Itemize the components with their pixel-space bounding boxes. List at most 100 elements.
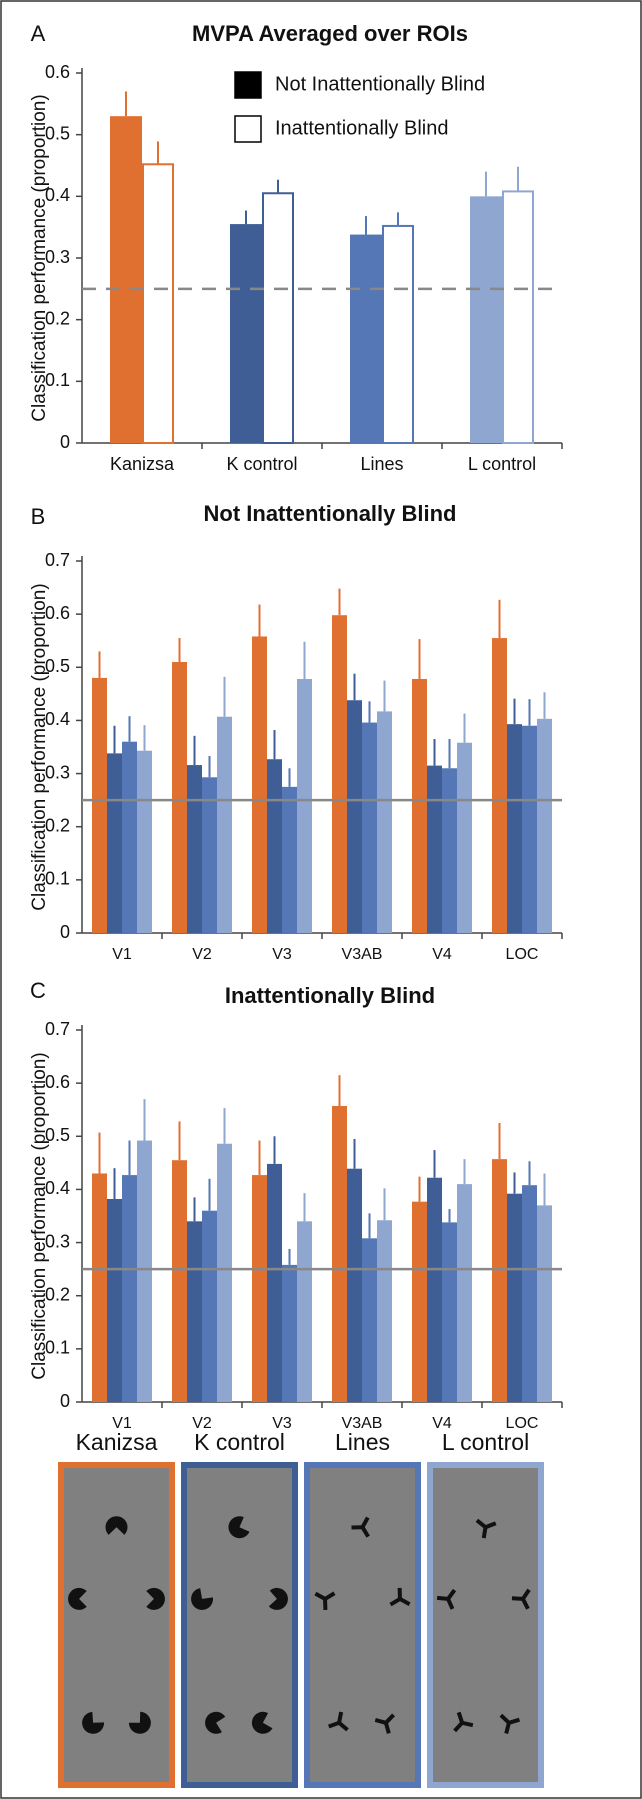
y-tick-label: 0 xyxy=(60,1391,70,1411)
bar xyxy=(537,718,552,933)
bar xyxy=(297,678,312,933)
bar xyxy=(92,1173,107,1402)
pacman xyxy=(105,1516,128,1535)
bar xyxy=(470,196,502,443)
bar xyxy=(347,700,362,933)
x-tick-label: V1 xyxy=(112,946,132,963)
bar xyxy=(332,615,347,933)
y-tick-label: 0.5 xyxy=(45,656,70,676)
x-tick-label: V2 xyxy=(192,1415,212,1432)
y-tick-label: 0.1 xyxy=(45,869,70,889)
y-segment xyxy=(499,1713,511,1725)
x-tick-label: Lines xyxy=(360,454,403,474)
stimulus xyxy=(304,1462,421,1788)
bar xyxy=(442,1222,457,1402)
bar xyxy=(522,725,537,933)
bar xyxy=(457,1184,472,1402)
bar xyxy=(202,777,217,933)
x-tick-label: V4 xyxy=(432,946,452,963)
bar xyxy=(457,742,472,933)
bar xyxy=(492,1159,507,1402)
legend-label: Not Inattentionally Blind xyxy=(275,73,485,95)
bar xyxy=(187,1221,202,1402)
y-tick-label: 0 xyxy=(60,432,70,452)
bar xyxy=(382,224,414,444)
x-tick-label: Kanizsa xyxy=(110,454,175,474)
bar xyxy=(142,163,174,444)
y-segment xyxy=(456,1711,465,1724)
y-segment xyxy=(461,1720,474,1728)
bar xyxy=(412,1201,427,1402)
y-segment xyxy=(453,1721,464,1733)
pacman xyxy=(82,1711,105,1734)
chart-title: Not Inattentionally Blind xyxy=(204,501,457,526)
y-tick-label: 0.5 xyxy=(45,1125,70,1145)
bar xyxy=(507,724,522,933)
chart-title: Inattentionally Blind xyxy=(225,983,435,1008)
bar xyxy=(122,741,137,933)
stimulus-box xyxy=(427,1462,544,1788)
bar xyxy=(442,768,457,933)
pacman xyxy=(228,1516,250,1539)
x-tick-label: V3AB xyxy=(342,946,383,963)
y-segment xyxy=(383,1722,391,1734)
bar xyxy=(187,765,202,933)
bar xyxy=(172,661,187,933)
bar xyxy=(217,1143,232,1402)
bar xyxy=(362,722,377,933)
pacman xyxy=(268,1587,288,1610)
y-segment xyxy=(324,1591,336,1601)
bar xyxy=(537,1205,552,1402)
y-segment xyxy=(314,1591,327,1601)
y-tick-label: 0.2 xyxy=(45,815,70,835)
bar xyxy=(502,190,534,444)
stimulus-label: Kanizsa xyxy=(76,1429,158,1455)
y-segment xyxy=(508,1717,521,1725)
y-segment xyxy=(360,1516,370,1529)
y-tick-label: 0.4 xyxy=(45,1178,70,1198)
pacman xyxy=(68,1587,87,1610)
bar xyxy=(282,786,297,933)
stimulus-box xyxy=(181,1462,298,1788)
x-tick-label: LOC xyxy=(506,1415,539,1432)
bar xyxy=(230,224,262,443)
bar xyxy=(107,753,122,933)
panel-letter: A xyxy=(31,21,46,46)
y-segment xyxy=(389,1597,401,1607)
y-tick-label: 0.2 xyxy=(45,308,70,328)
y-tick-label: 0.6 xyxy=(45,603,70,623)
y-axis-label: Classification performance (proportion) xyxy=(29,583,50,910)
bar xyxy=(137,750,152,933)
bar xyxy=(282,1264,297,1402)
bar xyxy=(267,759,282,933)
bar xyxy=(137,1140,152,1402)
y-segment xyxy=(511,1596,524,1601)
x-tick-label: K control xyxy=(226,454,297,474)
y-segment xyxy=(360,1526,370,1538)
stimulus-label: Lines xyxy=(335,1429,390,1455)
x-tick-label: V3 xyxy=(272,946,292,963)
bar xyxy=(252,636,267,933)
y-segment xyxy=(504,1722,511,1734)
y-segment xyxy=(384,1713,395,1725)
bar xyxy=(507,1193,522,1402)
y-segment xyxy=(374,1718,387,1725)
bar xyxy=(267,1163,282,1402)
y-axis-label: Classification performance (proportion) xyxy=(29,94,50,421)
bar xyxy=(172,1160,187,1402)
stimulus xyxy=(181,1462,298,1788)
y-tick-label: 0.5 xyxy=(45,123,70,143)
bar xyxy=(122,1175,137,1402)
bar xyxy=(107,1198,122,1402)
legend-swatch xyxy=(234,115,262,143)
pacman xyxy=(128,1711,151,1734)
y-tick-label: 0.6 xyxy=(45,1072,70,1092)
y-tick-label: 0.2 xyxy=(45,1284,70,1304)
y-segment xyxy=(521,1598,530,1610)
bar xyxy=(522,1185,537,1402)
x-tick-label: V3AB xyxy=(342,1415,383,1432)
stimulus-label: K control xyxy=(194,1429,285,1455)
bar xyxy=(92,677,107,933)
y-tick-label: 0.3 xyxy=(45,762,70,782)
